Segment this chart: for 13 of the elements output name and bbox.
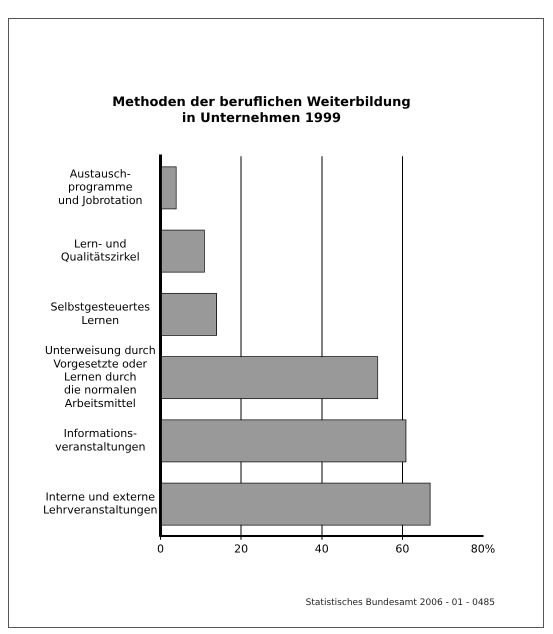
y-tick-label: Interne und externe Lehrveranstaltungen xyxy=(43,490,158,517)
x-tick-label: 40 xyxy=(314,542,329,556)
x-tick-label: 60 xyxy=(395,542,410,556)
y-tick-label: Lern- und Qualitätszirkel xyxy=(60,237,140,264)
y-tick-label: Selbstgesteuertes Lernen xyxy=(50,300,150,327)
x-tick-label: 20 xyxy=(234,542,248,556)
text: Statistisches Bundesamt 2006 - 01 - 0485 xyxy=(306,598,495,608)
y-tick-label: Austausch- programme und Jobrotation xyxy=(58,167,143,207)
y-tick-label: Informations- veranstaltungen xyxy=(55,427,146,454)
x-tick-label: 80% xyxy=(470,542,496,556)
chart-title: Methoden der beruflichen Weiterbildung in Unternehmen 1999 xyxy=(112,95,411,126)
y-tick-label: Unterweisung durch Vorgesetzte oder Lernen durch die normalen Arbeitsmittel xyxy=(44,344,156,410)
x-tick-label: 0 xyxy=(157,542,164,556)
